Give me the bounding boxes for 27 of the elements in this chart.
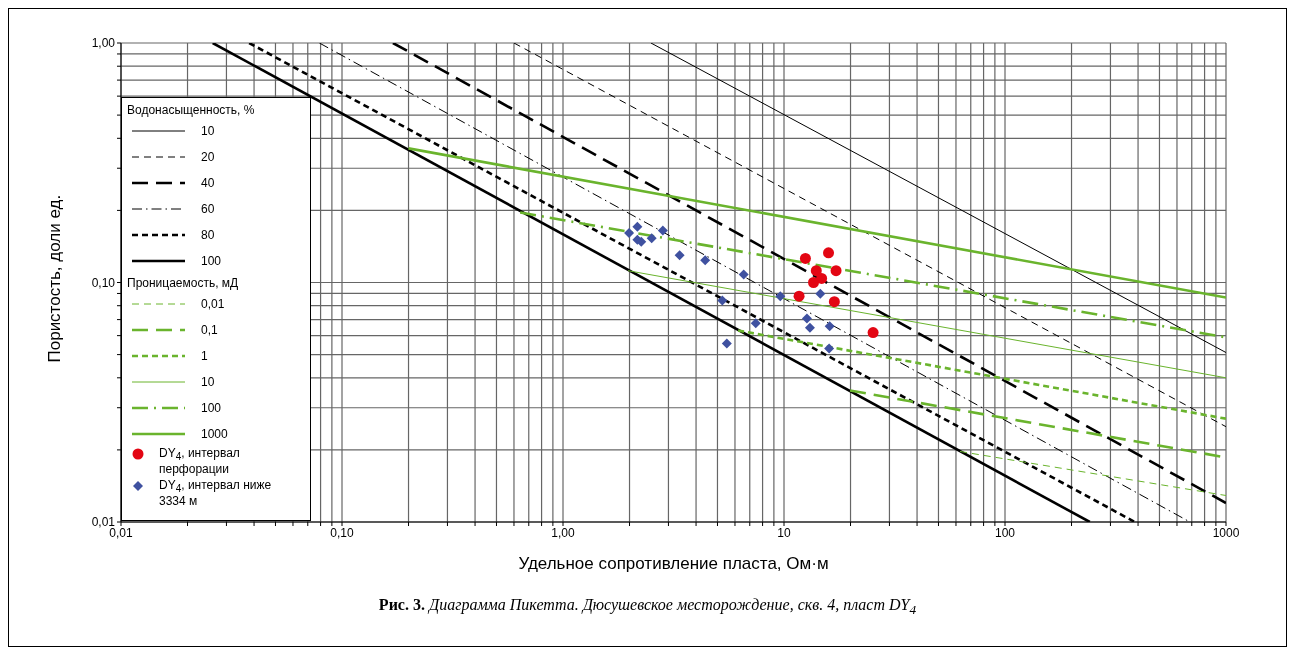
y-tick-label: 1,00 xyxy=(91,36,116,51)
text: Водонасыщенность, % xyxy=(127,103,255,117)
legend-label: 100 xyxy=(201,400,222,415)
x-tick-label: 100 xyxy=(994,525,1016,540)
legend-label: 20 xyxy=(201,149,215,164)
y-tick-label: 0,10 xyxy=(91,275,116,290)
legend-label: 1 xyxy=(201,348,208,363)
legend-label: 100 xyxy=(201,253,222,268)
x-tick-label: 0,01 xyxy=(109,525,133,540)
x-tick-label: 1,00 xyxy=(551,525,575,540)
legend-label: 1000 xyxy=(201,426,228,441)
x-axis-title: Удельное сопротивление пласта, Ом·м xyxy=(518,554,829,573)
text: Рис. 3. Диаграмма Пикетта. Дюсушевское месторождение, скв. 4, пласт DY$_{4}$ xyxy=(378,596,917,618)
legend-label: 40 xyxy=(201,175,215,190)
x-tick-label: 1000 xyxy=(1212,525,1240,540)
legend-label: 60 xyxy=(201,201,215,216)
legend-label: DY$_{4}$, интервал перфорации xyxy=(159,446,240,477)
x-tick-label: 0,10 xyxy=(330,525,354,540)
legend-label: DY$_{4}$, интервал ниже 3334 м xyxy=(159,478,272,509)
text: Проницаемость, мД xyxy=(127,276,239,290)
x-tick-label: 10 xyxy=(777,525,791,540)
legend-label: 10 xyxy=(201,123,215,138)
y-axis-title: Пористость, доли ед. xyxy=(45,194,65,363)
legend-label: 0,1 xyxy=(201,322,218,337)
legend-label: 80 xyxy=(201,227,215,242)
legend-label: 10 xyxy=(201,374,215,389)
legend-label: 0,01 xyxy=(201,296,225,311)
